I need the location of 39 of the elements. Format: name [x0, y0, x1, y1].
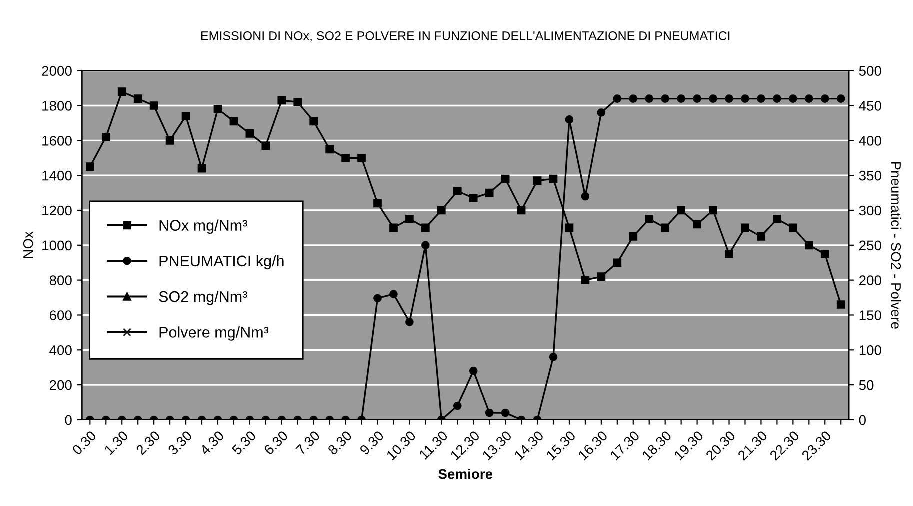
chart-title: EMISSIONI DI NOx, SO2 E POLVERE IN FUNZIONE DELL'ALIMENTAZIONE DI PNEUMATICI [202, 32, 730, 42]
legend-label: Polvere mg/Nm³ [160, 326, 269, 341]
x-tick-label: 4.30 [199, 430, 225, 456]
y-tick-label: 0 [65, 415, 72, 426]
y-tick-label: 200 [50, 380, 72, 390]
y-tick-label: 1600 [42, 136, 72, 146]
x-tick-label: 1.30 [104, 430, 129, 456]
y-tick-label: 800 [50, 276, 72, 286]
y2-tick-label: 200 [860, 276, 882, 286]
y2-tick-label: 500 [859, 66, 882, 76]
x-tick-label: 5.30 [231, 430, 257, 456]
x-tick-label: 9.30 [359, 430, 385, 456]
y-tick-label: 400 [50, 345, 72, 356]
y-tick-label: 1400 [42, 170, 72, 181]
x-tick-label: 8.30 [327, 430, 353, 456]
y2-tick-label: 100 [860, 345, 882, 356]
y2-axis-title: Pneumatici - SO2 - Polvere [891, 162, 902, 329]
y-tick-label: 600 [50, 310, 72, 320]
y2-tick-label: 0 [859, 415, 866, 426]
legend-label: NOx mg/Nm³ [160, 220, 248, 234]
y-tick-label: 2000 [42, 66, 72, 76]
y2-tick-label: 250 [860, 240, 882, 251]
x-tick-label: 0.30 [72, 430, 97, 456]
x-tick-label: 7.30 [295, 430, 321, 456]
x-axis-title: Semiore [438, 468, 493, 480]
legend-label: PNEUMATICI kg/h [160, 255, 284, 270]
y-tick-label: 1000 [42, 240, 72, 251]
y2-tick-label: 350 [859, 170, 882, 181]
y2-tick-label: 50 [859, 380, 874, 390]
y2-tick-label: 400 [859, 136, 882, 146]
x-tick-label: 6.30 [264, 430, 289, 456]
y2-tick-label: 150 [860, 310, 882, 320]
y2-tick-label: 450 [859, 101, 882, 111]
y-tick-label: 1800 [42, 101, 72, 111]
y-axis-title: NOx [23, 232, 34, 258]
legend-label: SO2 mg/Nm³ [159, 291, 248, 306]
x-tick-label: 3.30 [168, 430, 193, 456]
y2-tick-label: 300 [859, 206, 882, 216]
y-tick-label: 1200 [42, 206, 72, 216]
